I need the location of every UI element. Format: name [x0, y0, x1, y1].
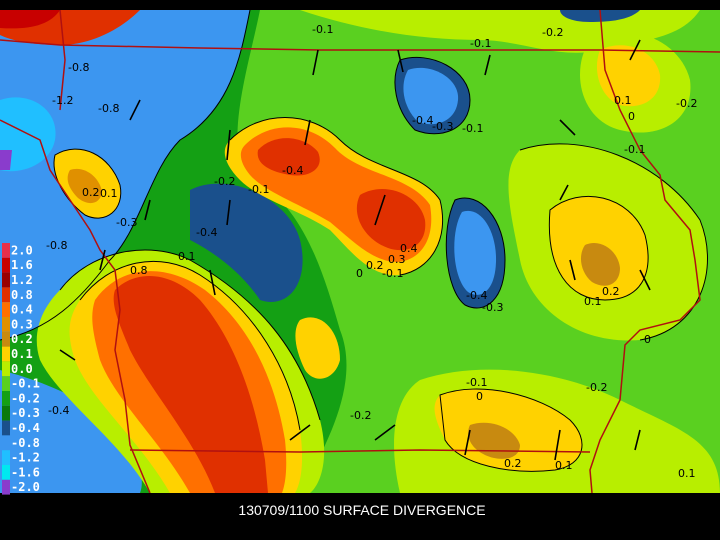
colorbar-label: -0.4	[11, 421, 40, 435]
contour-label: 0.2	[366, 259, 384, 272]
contour-label: -1.2	[52, 94, 73, 107]
contour-label: 0.8	[130, 264, 148, 277]
contour-label: 0.1	[178, 250, 196, 263]
colorbar-swatch	[2, 405, 10, 421]
colorbar-swatch	[2, 317, 10, 332]
colorbar-label: 1.2	[11, 273, 33, 287]
colorbar-swatch	[2, 391, 10, 406]
colorbar-label: 2.0	[11, 243, 33, 257]
colorbar-swatch	[2, 465, 10, 480]
colorbar-swatch	[2, 376, 10, 391]
colorbar-swatch	[2, 287, 10, 303]
caption: 130709/1100 SURFACE DIVERGENCE	[238, 502, 485, 518]
contour-label: -0.2	[586, 381, 607, 394]
contour-label: 0.3	[388, 253, 406, 266]
contour-label: -0.8	[46, 239, 67, 252]
contour-label: 0	[628, 110, 635, 123]
colorbar-label: -0.3	[11, 406, 40, 420]
colorbar-swatch	[2, 435, 10, 451]
contour-label: 0.2	[82, 186, 100, 199]
contour-label: 0	[476, 390, 483, 403]
contour-label: -0.4	[282, 164, 303, 177]
contour-label: 0	[356, 267, 363, 280]
contour-label: -0.3	[432, 120, 453, 133]
contour-label: -0.1	[624, 143, 645, 156]
contour-label: -0.1	[470, 37, 491, 50]
contour-label: 0.1	[555, 459, 573, 472]
colorbar-swatch	[2, 257, 10, 273]
contour-label: -0.4	[196, 226, 217, 239]
colorbar-swatch	[2, 450, 10, 465]
contour-label: -0.8	[68, 61, 89, 74]
colorbar-label: 0.1	[11, 347, 33, 361]
contour-label: -0.2	[676, 97, 697, 110]
colorbar-swatch	[2, 346, 10, 362]
colorbar-label: 1.6	[11, 258, 33, 272]
colorbar-swatch	[2, 479, 10, 495]
colorbar-swatch	[2, 302, 10, 317]
colorbar-swatch	[2, 420, 10, 436]
colorbar-label: 0.0	[11, 362, 33, 376]
contour-label: -0.2	[350, 409, 371, 422]
colorbar: 2.01.61.20.80.40.30.20.10.0-0.1-0.2-0.3-…	[2, 243, 40, 495]
contour-label: 0.2	[504, 457, 522, 470]
contour-label: -0.2	[542, 26, 563, 39]
contour-labels: -0.1 -0.1 -0.2 -0.8 -1.2 -0.8 -0.4 -0.3 …	[46, 23, 697, 480]
contour-label: 0.4	[400, 242, 418, 255]
contour-label: -0.2	[214, 175, 235, 188]
colorbar-swatch	[2, 272, 10, 288]
colorbar-label: 0.3	[11, 317, 33, 331]
contour-label: 0	[644, 333, 651, 346]
contour-label: -0.1	[466, 376, 487, 389]
contour-label: 0.1	[584, 295, 602, 308]
divergence-field	[0, 10, 720, 493]
contour-label: 0.2	[602, 285, 620, 298]
colorbar-label: 0.8	[11, 288, 33, 302]
contour-label: -0.8	[98, 102, 119, 115]
contour-label: -0.4	[48, 404, 69, 417]
colorbar-label: -0.8	[11, 436, 40, 450]
contour-label: -0.4	[466, 289, 487, 302]
contour-label: -0.4	[412, 114, 433, 127]
contour-label: -0.3	[482, 301, 503, 314]
colorbar-label: -2.0	[11, 480, 40, 494]
colorbar-label: 0.4	[11, 303, 33, 317]
colorbar-label: -0.1	[11, 377, 40, 391]
colorbar-label: -1.2	[11, 451, 40, 465]
contour-label: 0.1	[678, 467, 696, 480]
contour-label: -0.1	[462, 122, 483, 135]
contour-label: 0.1	[100, 187, 118, 200]
contour-label: 0.1	[614, 94, 632, 107]
colorbar-swatch	[2, 243, 10, 258]
contour-label: -0.1	[312, 23, 333, 36]
contour-label: -0.1	[382, 267, 403, 280]
colorbar-swatch	[2, 361, 10, 377]
colorbar-label: -0.2	[11, 391, 40, 405]
contour-label: -0.3	[116, 216, 137, 229]
colorbar-swatch	[2, 331, 10, 347]
colorbar-label: -1.6	[11, 465, 40, 479]
contour-label: -0.1	[248, 183, 269, 196]
colorbar-label: 0.2	[11, 332, 33, 346]
